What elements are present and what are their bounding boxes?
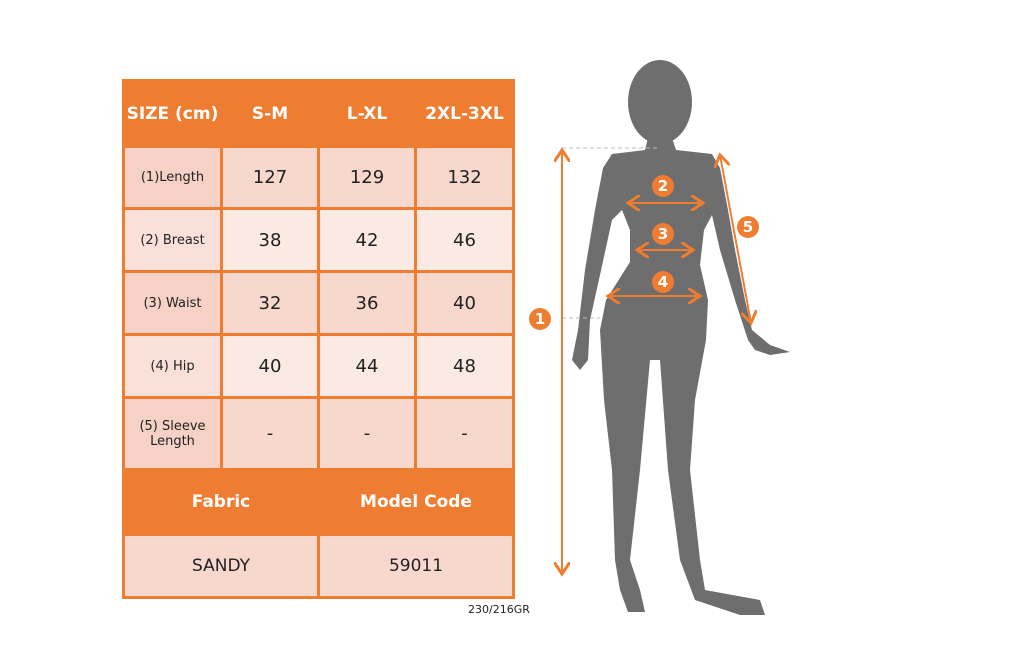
header-2xl-3xl: 2XL-3XL <box>414 79 515 148</box>
fabric-row: SANDY 59011 <box>122 533 515 599</box>
fabric-value: SANDY <box>122 533 320 599</box>
cell: 44 <box>317 333 417 399</box>
cell: 46 <box>414 207 515 273</box>
row-label: (3) Waist <box>122 270 223 336</box>
marker-1: 1 <box>535 310 545 328</box>
cell: 48 <box>414 333 515 399</box>
header-l-xl: L-XL <box>317 79 417 148</box>
table-row: (1)Length 127 129 132 <box>122 145 515 210</box>
cell: 129 <box>317 145 417 210</box>
cell: 36 <box>317 270 417 336</box>
row-label: (5) Sleeve Length <box>122 396 223 471</box>
marker-3: 3 <box>658 225 668 243</box>
fabric-header-row: Fabric Model Code <box>122 468 515 536</box>
cell: 40 <box>220 333 320 399</box>
header-s-m: S-M <box>220 79 320 148</box>
cell: 127 <box>220 145 320 210</box>
measurement-lines <box>562 148 751 574</box>
cell: - <box>414 396 515 471</box>
cell: - <box>220 396 320 471</box>
woman-silhouette <box>572 60 790 615</box>
row-label: (1)Length <box>122 145 223 210</box>
header-row: SIZE (cm) S-M L-XL 2XL-3XL <box>122 79 515 148</box>
cell: 132 <box>414 145 515 210</box>
fabric-weight: 230/216GR <box>468 603 530 616</box>
row-label: (2) Breast <box>122 207 223 273</box>
header-size: SIZE (cm) <box>122 79 223 148</box>
measurement-markers: 1 2 3 4 5 <box>529 175 759 330</box>
row-label: (4) Hip <box>122 333 223 399</box>
table-row: (5) Sleeve Length - - - <box>122 396 515 471</box>
marker-4: 4 <box>658 273 668 291</box>
cell: 38 <box>220 207 320 273</box>
cell: 40 <box>414 270 515 336</box>
cell: 32 <box>220 270 320 336</box>
fabric-header: Fabric <box>122 468 320 536</box>
marker-5: 5 <box>743 218 753 236</box>
model-code-value: 59011 <box>317 533 515 599</box>
cell: 42 <box>317 207 417 273</box>
model-code-header: Model Code <box>317 468 515 536</box>
table-row: (3) Waist 32 36 40 <box>122 270 515 336</box>
table-row: (2) Breast 38 42 46 <box>122 207 515 273</box>
size-chart-table: SIZE (cm) S-M L-XL 2XL-3XL (1)Length 127… <box>122 79 515 599</box>
marker-2: 2 <box>658 177 668 195</box>
cell: - <box>317 396 417 471</box>
table-row: (4) Hip 40 44 48 <box>122 333 515 399</box>
